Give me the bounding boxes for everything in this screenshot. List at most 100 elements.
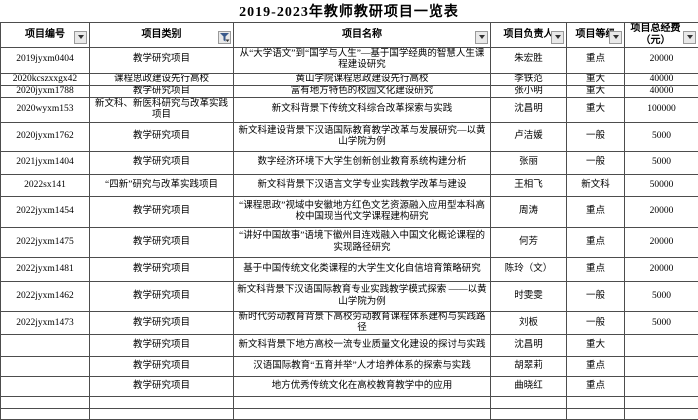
cell-project-category[interactable]: 教学研究项目 [89,46,234,74]
cell-project-level[interactable]: 一般 [566,281,625,312]
cell-project-leader[interactable]: 时雯雯 [490,281,567,312]
cell-project-leader[interactable]: 沈昌明 [490,334,567,358]
cell-project-name[interactable]: 新文科背景下地方高校一流专业质量文化建设的探讨与实践 [233,334,491,358]
cell-project-leader[interactable]: 陈玲（文） [490,257,567,282]
filter-dropdown-button-project-leader[interactable] [551,30,564,44]
cell-project-level[interactable]: 一般 [566,122,625,152]
cell-project-name[interactable]: 地方优秀传统文化在高校教育教学中的应用 [233,376,491,398]
cell-project-id[interactable] [0,396,90,410]
cell-project-category[interactable]: 教学研究项目 [89,281,234,312]
cell-project-funding[interactable]: 40000 [624,84,698,99]
cell-project-name[interactable]: 从“大学语文”到“国学与人生”—基于国学经典的智慧人生课程建设研究 [233,46,491,74]
cell-project-category[interactable]: 教学研究项目 [89,122,234,152]
filter-dropdown-button-project-name[interactable] [475,30,488,44]
filter-dropdown-button-project-funding[interactable] [683,30,696,44]
cell-project-level[interactable]: 重大 [566,334,625,358]
cell-project-level[interactable]: 重点 [566,196,625,228]
cell-project-leader[interactable]: 沈昌明 [490,97,567,123]
cell-project-category[interactable]: 教学研究项目 [89,227,234,258]
cell-project-id[interactable]: 2020kcszxxgx42 [0,72,90,86]
cell-project-name[interactable]: “讲好中国故事”语境下徽州目连戏融入中国文化概论课程的实现路径研究 [233,227,491,258]
cell-project-leader[interactable]: 卢洁媛 [490,122,567,152]
cell-project-funding[interactable]: 50000 [624,174,698,197]
cell-project-leader[interactable]: 李铁范 [490,72,567,86]
cell-project-level[interactable] [566,396,625,410]
cell-project-id[interactable] [0,356,90,378]
cell-project-id[interactable] [0,408,90,420]
cell-project-category[interactable]: 教学研究项目 [89,84,234,99]
cell-project-name[interactable]: 富有地方特色的校园文化建设研究 [233,84,491,99]
cell-project-leader[interactable]: 周涛 [490,196,567,228]
cell-project-level[interactable]: 重点 [566,257,625,282]
cell-project-name[interactable]: 数字经济环境下大学生创新创业教育系统构建分析 [233,151,491,175]
cell-project-category[interactable]: 教学研究项目 [89,356,234,378]
cell-project-leader[interactable] [490,396,567,410]
cell-project-funding[interactable]: 40000 [624,72,698,86]
cell-project-leader[interactable]: 胡翠莉 [490,356,567,378]
filter-funnel-button-project-category[interactable] [218,30,231,44]
cell-project-level[interactable] [566,408,625,420]
cell-project-level[interactable]: 重大 [566,84,625,99]
cell-project-level[interactable]: 重点 [566,376,625,398]
cell-project-funding[interactable] [624,356,698,378]
filter-dropdown-button-project-level[interactable] [609,30,622,44]
cell-project-funding[interactable]: 5000 [624,151,698,175]
cell-project-funding[interactable]: 20000 [624,257,698,282]
cell-project-category[interactable]: 教学研究项目 [89,376,234,398]
cell-project-name[interactable]: 新文科背景下传统文科综合改革探索与实践 [233,97,491,123]
cell-project-funding[interactable]: 5000 [624,122,698,152]
cell-project-id[interactable]: 2022sx141 [0,174,90,197]
cell-project-id[interactable]: 2022jyxm1462 [0,281,90,312]
cell-project-name[interactable]: 新文科建设背景下汉语国际教育教学改革与发展研究—以黄山学院为例 [233,122,491,152]
cell-project-funding[interactable] [624,408,698,420]
cell-project-leader[interactable]: 王相飞 [490,174,567,197]
cell-project-leader[interactable]: 何芳 [490,227,567,258]
cell-project-level[interactable]: 重大 [566,97,625,123]
cell-project-funding[interactable] [624,334,698,358]
cell-project-category[interactable] [89,408,234,420]
cell-project-name[interactable] [233,408,491,420]
cell-project-category[interactable]: 教学研究项目 [89,196,234,228]
cell-project-leader[interactable]: 张小明 [490,84,567,99]
cell-project-id[interactable]: 2020jyxm1762 [0,122,90,152]
cell-project-name[interactable]: “课程思政”视域中安徽地方红色文艺资源融入应用型本科高校中国现当代文学课程建构研… [233,196,491,228]
filter-dropdown-button-project-id[interactable] [74,30,87,44]
cell-project-level[interactable]: 重大 [566,72,625,86]
cell-project-leader[interactable]: 张丽 [490,151,567,175]
cell-project-id[interactable]: 2020wyxm153 [0,97,90,123]
cell-project-category[interactable]: 课程思政建设先行高校 [89,72,234,86]
cell-project-funding[interactable]: 5000 [624,310,698,336]
cell-project-id[interactable]: 2022jyxm1473 [0,310,90,336]
cell-project-funding[interactable]: 20000 [624,227,698,258]
cell-project-category[interactable]: 新文科、新医科研究与改革实践项目 [89,97,234,123]
cell-project-name[interactable]: 新文科背景下汉语国际教育专业实践教学模式探索 ——以黄山学院为例 [233,281,491,312]
cell-project-leader[interactable]: 曲晓红 [490,376,567,398]
cell-project-id[interactable] [0,334,90,358]
cell-project-category[interactable]: 教学研究项目 [89,257,234,282]
cell-project-funding[interactable]: 20000 [624,46,698,74]
cell-project-funding[interactable]: 5000 [624,281,698,312]
cell-project-id[interactable]: 2020jyxm1788 [0,84,90,99]
cell-project-funding[interactable]: 100000 [624,97,698,123]
cell-project-name[interactable]: 新时代劳动教育背景下高校劳动教育课程体系建构与实践路径 [233,310,491,336]
cell-project-leader[interactable]: 朱宏胜 [490,46,567,74]
cell-project-name[interactable]: 黄山学院课程思政建设先行高校 [233,72,491,86]
cell-project-id[interactable] [0,376,90,398]
cell-project-category[interactable]: 教学研究项目 [89,310,234,336]
cell-project-funding[interactable]: 20000 [624,196,698,228]
cell-project-category[interactable]: 教学研究项目 [89,334,234,358]
cell-project-id[interactable]: 2021jyxm1404 [0,151,90,175]
cell-project-level[interactable]: 新文科 [566,174,625,197]
cell-project-name[interactable] [233,396,491,410]
cell-project-id[interactable]: 2022jyxm1454 [0,196,90,228]
cell-project-level[interactable]: 重点 [566,227,625,258]
cell-project-level[interactable]: 一般 [566,310,625,336]
cell-project-level[interactable]: 重点 [566,46,625,74]
cell-project-id[interactable]: 2022jyxm1475 [0,227,90,258]
cell-project-level[interactable]: 一般 [566,151,625,175]
cell-project-name[interactable]: 新文科背景下汉语言文学专业实践教学改革与建设 [233,174,491,197]
cell-project-name[interactable]: 基于中国传统文化类课程的大学生文化自信培育策略研究 [233,257,491,282]
cell-project-category[interactable]: 教学研究项目 [89,151,234,175]
cell-project-leader[interactable]: 刘板 [490,310,567,336]
cell-project-level[interactable]: 重点 [566,356,625,378]
